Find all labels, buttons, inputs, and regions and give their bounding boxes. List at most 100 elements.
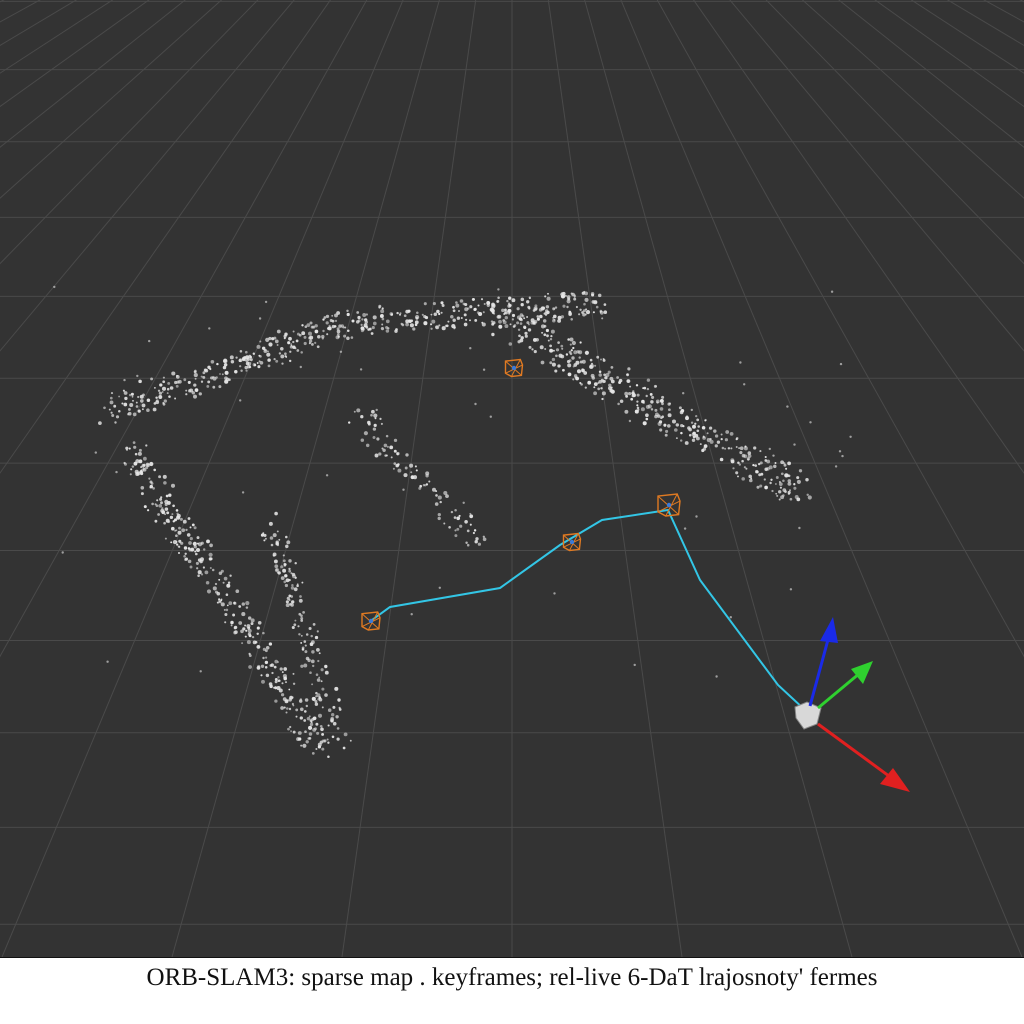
map-point [165,518,170,523]
map-point [643,386,647,390]
map-point [320,668,324,672]
map-point [626,379,631,383]
map-point [709,439,714,444]
map-point [382,448,386,453]
map-point [130,468,133,471]
map-point [193,526,197,530]
map-point [288,559,292,563]
map-point [436,309,440,314]
map-point [123,378,126,382]
map-point [617,402,620,406]
map-point [161,386,167,391]
map-point [584,291,589,296]
map-point [109,396,113,400]
map-point [157,389,161,392]
map-point [331,314,334,317]
map-point [597,382,600,384]
3d-viewer[interactable] [0,0,1024,957]
map-point [283,580,287,584]
map-point [312,727,317,732]
map-point [691,438,696,443]
map-point [238,359,242,363]
map-point [269,684,273,689]
map-point [540,324,546,329]
map-point [399,312,402,315]
map-point [227,581,231,584]
map-point [520,303,524,307]
map-point [365,325,369,329]
scene-canvas[interactable] [0,0,1024,957]
map-point [188,541,192,545]
map-point [501,308,505,313]
map-point [474,540,478,544]
map-point [311,717,315,721]
map-point [303,719,307,722]
map-point [187,517,191,520]
map-point [187,547,191,550]
grid-line [0,0,78,47]
map-point [209,367,212,371]
map-point [520,336,524,340]
map-point [579,381,582,385]
map-point [317,713,323,718]
sparse-map-points [53,285,852,759]
map-point [780,460,784,465]
map-point [177,545,181,548]
map-point [285,711,288,714]
map-point [288,336,292,341]
map-point [275,359,279,363]
map-point [263,349,268,354]
map-point [752,463,755,467]
map-point [338,708,342,711]
map-point [298,612,302,616]
map-point [357,319,361,323]
map-point [133,445,137,449]
map-point [601,317,604,320]
map-point [534,307,538,311]
map-point [741,459,744,463]
map-point [186,533,191,537]
map-point [758,473,762,477]
map-point [346,336,350,341]
map-point [370,332,374,335]
map-point [132,441,136,444]
map-point [177,530,182,535]
map-point [182,519,187,524]
map-point [250,618,255,623]
map-point [557,318,562,323]
map-point [291,625,295,630]
map-point [280,706,284,710]
map-point [207,380,211,384]
map-point [136,471,141,476]
map-point [362,313,367,317]
map-point [526,321,530,325]
map-point [103,406,106,410]
map-point [219,373,221,375]
map-point [597,387,601,391]
map-point [286,707,289,710]
grid-line [692,0,1024,474]
map-point [327,708,332,712]
map-point [273,336,277,340]
map-point [288,688,291,691]
map-point [305,633,309,636]
map-point [148,477,151,480]
map-point [454,534,458,538]
map-point [410,475,415,480]
map-point [156,499,159,502]
grid-line [946,0,1024,47]
map-point [123,391,128,395]
map-point [372,427,377,431]
map-point [735,471,739,475]
map-point [257,365,261,369]
map-point [798,526,801,530]
map-point [266,352,271,357]
map-point [335,715,339,719]
map-point [245,355,250,360]
map-point [724,447,727,450]
map-point [373,413,378,418]
map-point [697,425,700,428]
map-point [359,368,363,371]
map-point [566,299,571,304]
map-point [159,497,163,501]
